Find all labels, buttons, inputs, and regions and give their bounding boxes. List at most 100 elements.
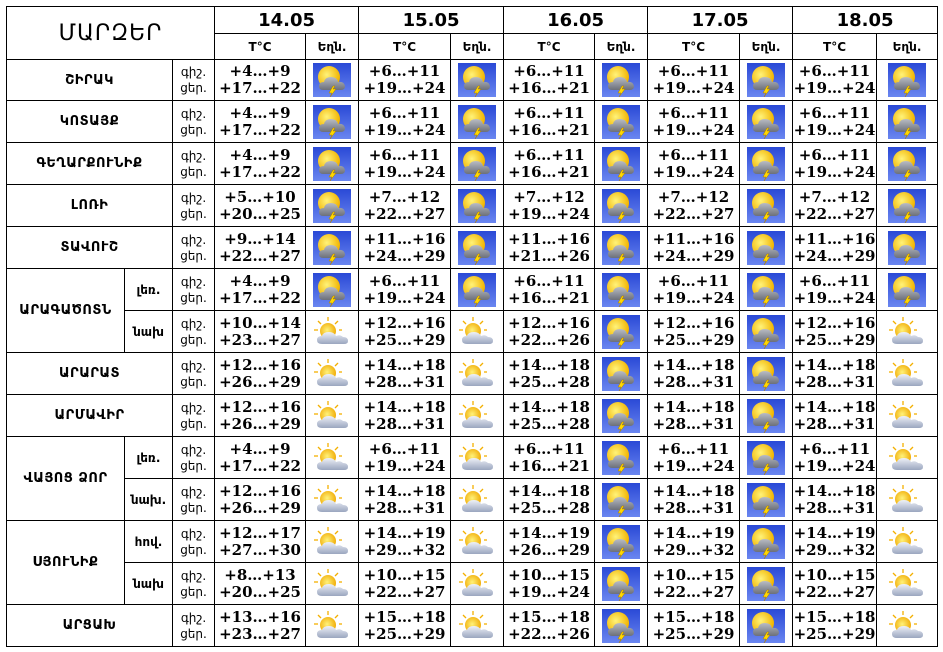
night-temp: +15…+18	[363, 607, 446, 626]
night-label: գիշ.	[180, 442, 207, 457]
subregion-name: լեռ.	[124, 268, 173, 311]
temperature-cell: +11…+16 +21…+26	[503, 226, 596, 269]
day-temp: +16…+21	[508, 79, 590, 97]
night-day-labels: գիշ. ցեր.	[171, 100, 216, 143]
night-temp: +6…+11	[368, 271, 441, 290]
night-temp: +6…+11	[513, 145, 585, 164]
night-day-labels: գիշ. ցեր.	[171, 268, 216, 311]
night-temp: +12…+16	[219, 355, 301, 374]
weather-icon-cell	[876, 226, 939, 269]
day-temp: +29…+32	[363, 540, 446, 559]
night-temp: +12…+16	[219, 481, 301, 500]
temperature-cell: +14…+19 +26…+29	[503, 520, 596, 563]
night-temp: +14…+18	[793, 481, 876, 500]
day-temp: +22…+27	[652, 204, 735, 223]
weather-icon-cell	[739, 142, 794, 185]
temperature-cell: +4…+9 +17…+22	[214, 436, 307, 479]
temperature-cell: +15…+18 +25…+29	[358, 604, 452, 647]
night-label: գիշ.	[180, 232, 207, 247]
weather-icon-cell	[739, 436, 794, 479]
weather-icon-cell	[450, 184, 505, 227]
weather-icon-cell	[876, 478, 939, 521]
day-temp: +22…+26	[508, 330, 590, 349]
weather-icon-cell	[594, 310, 649, 353]
weather-icon-cell	[450, 142, 505, 185]
region-name: ԿՈՏԱՅՔ	[6, 100, 173, 143]
day-temp: +17…+22	[219, 79, 301, 97]
night-label: գիշ.	[180, 148, 207, 163]
weather-icon-cell	[594, 520, 649, 563]
partly-sunny-icon	[889, 400, 924, 428]
temperature-cell: +6…+11 +19…+24	[358, 59, 452, 101]
weather-icon-cell	[305, 268, 360, 311]
night-temp: +11…+16	[793, 229, 876, 248]
day-label: ցեր.	[180, 122, 207, 137]
night-label: գիշ.	[180, 358, 207, 373]
day-label: ցեր.	[180, 458, 207, 473]
day-label: ցեր.	[180, 416, 207, 431]
night-label: գիշ.	[180, 610, 207, 625]
temperature-cell: +6…+11 +16…+21	[503, 142, 596, 185]
temperature-cell: +14…+18 +28…+31	[647, 478, 741, 521]
day-label: ցեր.	[180, 206, 207, 221]
weather-icon-cell	[739, 184, 794, 227]
weather-icon-cell	[594, 184, 649, 227]
night-temp: +10…+14	[219, 313, 301, 332]
thunderstorm-icon	[747, 608, 786, 643]
day-temp: +22…+27	[363, 582, 446, 601]
day-temp: +19…+24	[652, 79, 735, 97]
night-temp: +7…+12	[513, 187, 585, 206]
night-label: գիշ.	[180, 526, 207, 541]
night-day-labels: գիշ. ցեր.	[171, 310, 216, 353]
thunderstorm-icon	[602, 440, 641, 475]
day-temp: +26…+29	[219, 372, 301, 391]
day-temp: +19…+24	[363, 79, 446, 97]
day-temp: +29…+32	[793, 540, 876, 559]
weather-icon-cell	[305, 436, 360, 479]
weather-icon-cell	[739, 562, 794, 605]
night-temp: +10…+15	[652, 565, 735, 584]
weather-icon-cell	[594, 142, 649, 185]
night-label: գիշ.	[180, 484, 207, 499]
day-temp: +16…+21	[508, 120, 590, 139]
temperature-cell: +14…+19 +29…+32	[792, 520, 878, 563]
temperature-cell: +11…+16 +24…+29	[647, 226, 741, 269]
thunderstorm-icon	[747, 482, 786, 517]
date-header: 16.05	[503, 6, 649, 34]
temperature-cell: +10…+15 +19…+24	[503, 562, 596, 605]
night-temp: +6…+11	[798, 271, 871, 290]
night-temp: +9…+14	[224, 229, 296, 248]
weather-icon-cell	[305, 100, 360, 143]
temperature-cell: +6…+11 +19…+24	[647, 100, 741, 143]
thunderstorm-icon	[747, 188, 786, 223]
night-temp: +6…+11	[513, 271, 585, 290]
night-temp: +7…+12	[657, 187, 730, 206]
night-temp: +14…+19	[652, 523, 735, 542]
temperature-cell: +6…+11 +19…+24	[647, 59, 741, 101]
night-temp: +14…+18	[652, 481, 735, 500]
partly-sunny-icon	[459, 442, 494, 470]
partly-sunny-icon	[889, 610, 924, 638]
day-temp: +19…+24	[363, 456, 446, 475]
temperature-cell: +6…+11 +16…+21	[503, 436, 596, 479]
day-temp: +19…+24	[652, 162, 735, 181]
night-temp: +4…+9	[229, 271, 291, 290]
temperature-cell: +14…+18 +25…+28	[503, 352, 596, 395]
weather-icon-cell	[594, 436, 649, 479]
table-row: ԼՈՌԻ գիշ. ցեր. +5…+10 +20…+25 +7…+12 +22…+27 +7…	[6, 184, 939, 227]
weather-icon-cell	[305, 59, 360, 101]
temperature-cell: +7…+12 +19…+24	[503, 184, 596, 227]
temperature-cell: +8…+13 +20…+25	[214, 562, 307, 605]
night-temp: +14…+18	[652, 397, 735, 416]
partly-sunny-icon	[459, 400, 494, 428]
day-temp: +19…+24	[652, 120, 735, 139]
thunderstorm-icon	[602, 63, 641, 97]
partly-sunny-icon	[459, 484, 494, 512]
day-temp: +28…+31	[793, 414, 876, 433]
weather-icon-cell	[876, 59, 939, 101]
day-temp: +19…+24	[793, 456, 876, 475]
weather-icon-cell	[876, 142, 939, 185]
night-label: գիշ.	[180, 190, 207, 205]
day-temp: +19…+24	[793, 79, 876, 97]
temperature-cell: +14…+18 +28…+31	[792, 478, 878, 521]
